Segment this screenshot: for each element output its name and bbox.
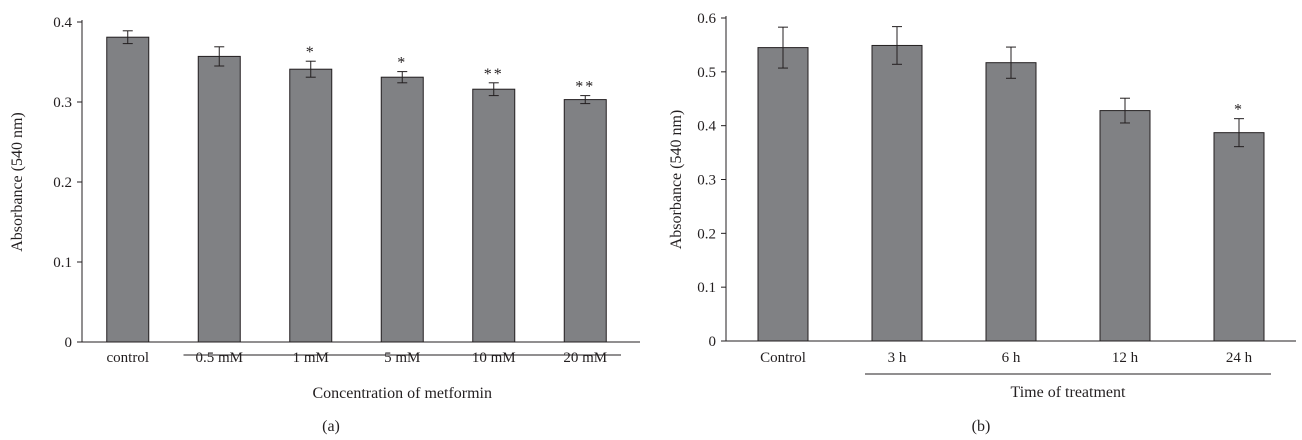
- x-tick-label: 6 h: [1002, 350, 1021, 366]
- x-tick-label: 1 mM: [293, 350, 329, 366]
- significance-marker: *: [306, 44, 316, 61]
- y-tick-label: 0.1: [697, 280, 716, 296]
- panel-label: (a): [322, 418, 340, 435]
- x-tick-label: Control: [760, 350, 806, 366]
- bar: [563, 99, 607, 343]
- y-tick-label: 0.2: [53, 175, 72, 191]
- x-tick-label: 5 mM: [384, 350, 420, 366]
- y-axis-label: Absorbance (540 nm): [668, 110, 685, 250]
- significance-marker: **: [484, 66, 504, 83]
- x-tick-label: 3 h: [888, 350, 907, 366]
- chart-panel-b: 0 0.1 0.2 0.3 0.4 0.5 0.6 Absorbance (540 nm) Co…: [668, 11, 1296, 435]
- bar: [472, 88, 516, 343]
- significance-marker: *: [1234, 102, 1244, 119]
- bar: [1099, 110, 1151, 342]
- bar: [380, 76, 424, 343]
- y-axis-label: Absorbance (540 nm): [9, 112, 26, 252]
- significance-marker: **: [575, 79, 595, 96]
- x-axis-label: Time of treatment: [1011, 384, 1127, 401]
- y-tick-label: 0.4: [53, 15, 72, 31]
- y-tick-label: 0.4: [697, 119, 716, 135]
- x-tick-label: 12 h: [1112, 350, 1139, 366]
- y-tick-label: 0.3: [697, 173, 716, 189]
- y-tick-label: 0.6: [697, 11, 716, 27]
- y-tick-label: 0: [709, 334, 717, 350]
- panel-label: (b): [972, 418, 991, 435]
- x-tick-label: control: [107, 350, 150, 366]
- bar: [289, 68, 333, 343]
- bar: [871, 44, 923, 342]
- x-tick-label: 10 mM: [472, 350, 516, 366]
- x-tick-label: 20 mM: [563, 350, 607, 366]
- y-tick-label: 0: [65, 335, 73, 351]
- chart-panel-a: 0 0.1 0.2 0.3 0.4 Absorbance (540 nm) control 0…: [9, 15, 640, 435]
- x-tick-label: 0.5 mM: [195, 350, 243, 366]
- y-tick-label: 0.1: [53, 255, 72, 271]
- bar: [1213, 132, 1265, 342]
- bar: [757, 47, 809, 342]
- bar: [197, 55, 241, 343]
- bar: [985, 62, 1037, 342]
- bar: [106, 36, 150, 343]
- y-tick-label: 0.3: [53, 95, 72, 111]
- significance-marker: *: [397, 55, 407, 72]
- x-tick-label: 24 h: [1226, 350, 1253, 366]
- x-axis-label: Concentration of metformin: [312, 385, 492, 402]
- y-tick-label: 0.5: [697, 65, 716, 81]
- y-tick-label: 0.2: [697, 226, 716, 242]
